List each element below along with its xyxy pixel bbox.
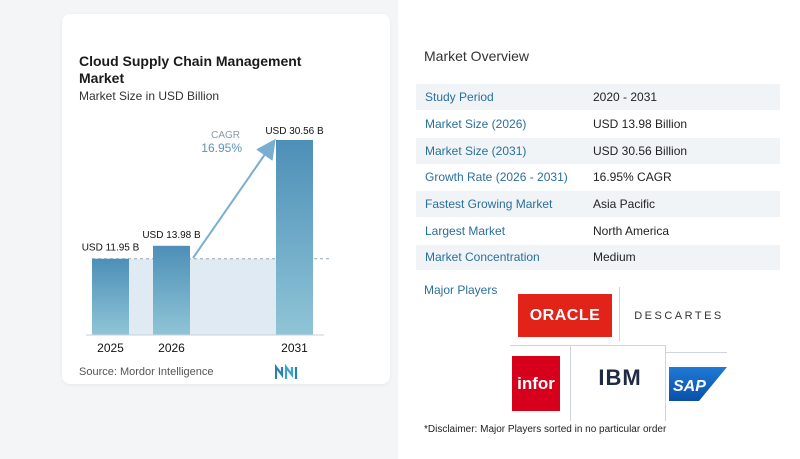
bar-2031	[276, 140, 313, 335]
row-value: USD 30.56 Billion	[584, 137, 780, 165]
row-key: Study Period	[416, 84, 584, 112]
disclaimer-text: *Disclaimer: Major Players sorted in no …	[424, 424, 667, 435]
value-label-2025: USD 11.95 B	[82, 243, 140, 254]
chart-subtitle: Market Size in USD Billion	[79, 89, 220, 103]
row-value: Medium	[584, 244, 780, 272]
row-key: Market Concentration	[416, 244, 584, 272]
oracle-logo: ORACLE	[518, 294, 612, 337]
category-label-2031: 2031	[281, 341, 308, 355]
sap-logo: SAP	[669, 356, 727, 411]
logo-divider	[665, 345, 666, 421]
row-value: 16.95% CAGR	[584, 164, 780, 192]
cagr-arrow	[192, 138, 276, 259]
row-value: 2020 - 2031	[584, 84, 780, 112]
table-row: Study Period 2020 - 2031	[416, 84, 780, 112]
logo-divider	[665, 352, 727, 353]
sap-logo-icon: SAP	[669, 366, 727, 401]
major-players-label: Major Players	[424, 283, 498, 297]
logo-divider	[619, 287, 620, 341]
table-row: Market Size (2031) USD 30.56 Billion	[416, 137, 780, 165]
table-row: Growth Rate (2026 - 2031) 16.95% CAGR	[416, 164, 780, 192]
row-key: Market Size (2031)	[416, 137, 584, 165]
row-value: North America	[584, 217, 780, 245]
value-label-2026: USD 13.98 B	[142, 230, 201, 241]
row-value: Asia Pacific	[584, 190, 780, 218]
ibm-logo: IBM	[598, 365, 642, 390]
mordor-intelligence-logo-icon	[275, 364, 298, 379]
logo-divider	[510, 345, 570, 346]
row-key: Market Size (2026)	[416, 110, 584, 138]
table-row: Fastest Growing Market Asia Pacific	[416, 190, 780, 218]
bar-2026	[153, 245, 190, 335]
logo-divider	[570, 345, 666, 346]
category-label-2026: 2026	[158, 341, 185, 355]
source-label: Source: Mordor Intelligence	[79, 366, 214, 378]
table-row: Largest Market North America	[416, 217, 780, 245]
logo-divider	[570, 345, 571, 421]
overview-table: Study Period 2020 - 2031 Market Size (202…	[416, 84, 780, 272]
table-row: Market Concentration Medium	[416, 244, 780, 272]
row-value: USD 13.98 Billion	[584, 110, 780, 138]
cagr-value: 16.95%	[201, 141, 242, 155]
row-key: Largest Market	[416, 217, 584, 245]
category-label-2025: 2025	[97, 341, 124, 355]
row-key: Growth Rate (2026 - 2031)	[416, 164, 584, 192]
sap-logo-text: SAP	[673, 378, 706, 395]
descartes-logo: DESCARTES	[634, 309, 724, 322]
cagr-label: CAGR	[211, 130, 240, 141]
chart-title: Cloud Supply Chain Management Market	[79, 53, 302, 86]
infor-logo: infor	[512, 356, 560, 411]
value-label-2031: USD 30.56 B	[265, 126, 324, 137]
table-row: Market Size (2026) USD 13.98 Billion	[416, 110, 780, 138]
row-key: Fastest Growing Market	[416, 190, 584, 218]
bar-2025	[92, 258, 129, 335]
overview-title: Market Overview	[424, 48, 530, 64]
bar-chart: USD 11.95 B 2025 USD 13.98 B 2026 USD 30.56 …	[82, 126, 330, 355]
